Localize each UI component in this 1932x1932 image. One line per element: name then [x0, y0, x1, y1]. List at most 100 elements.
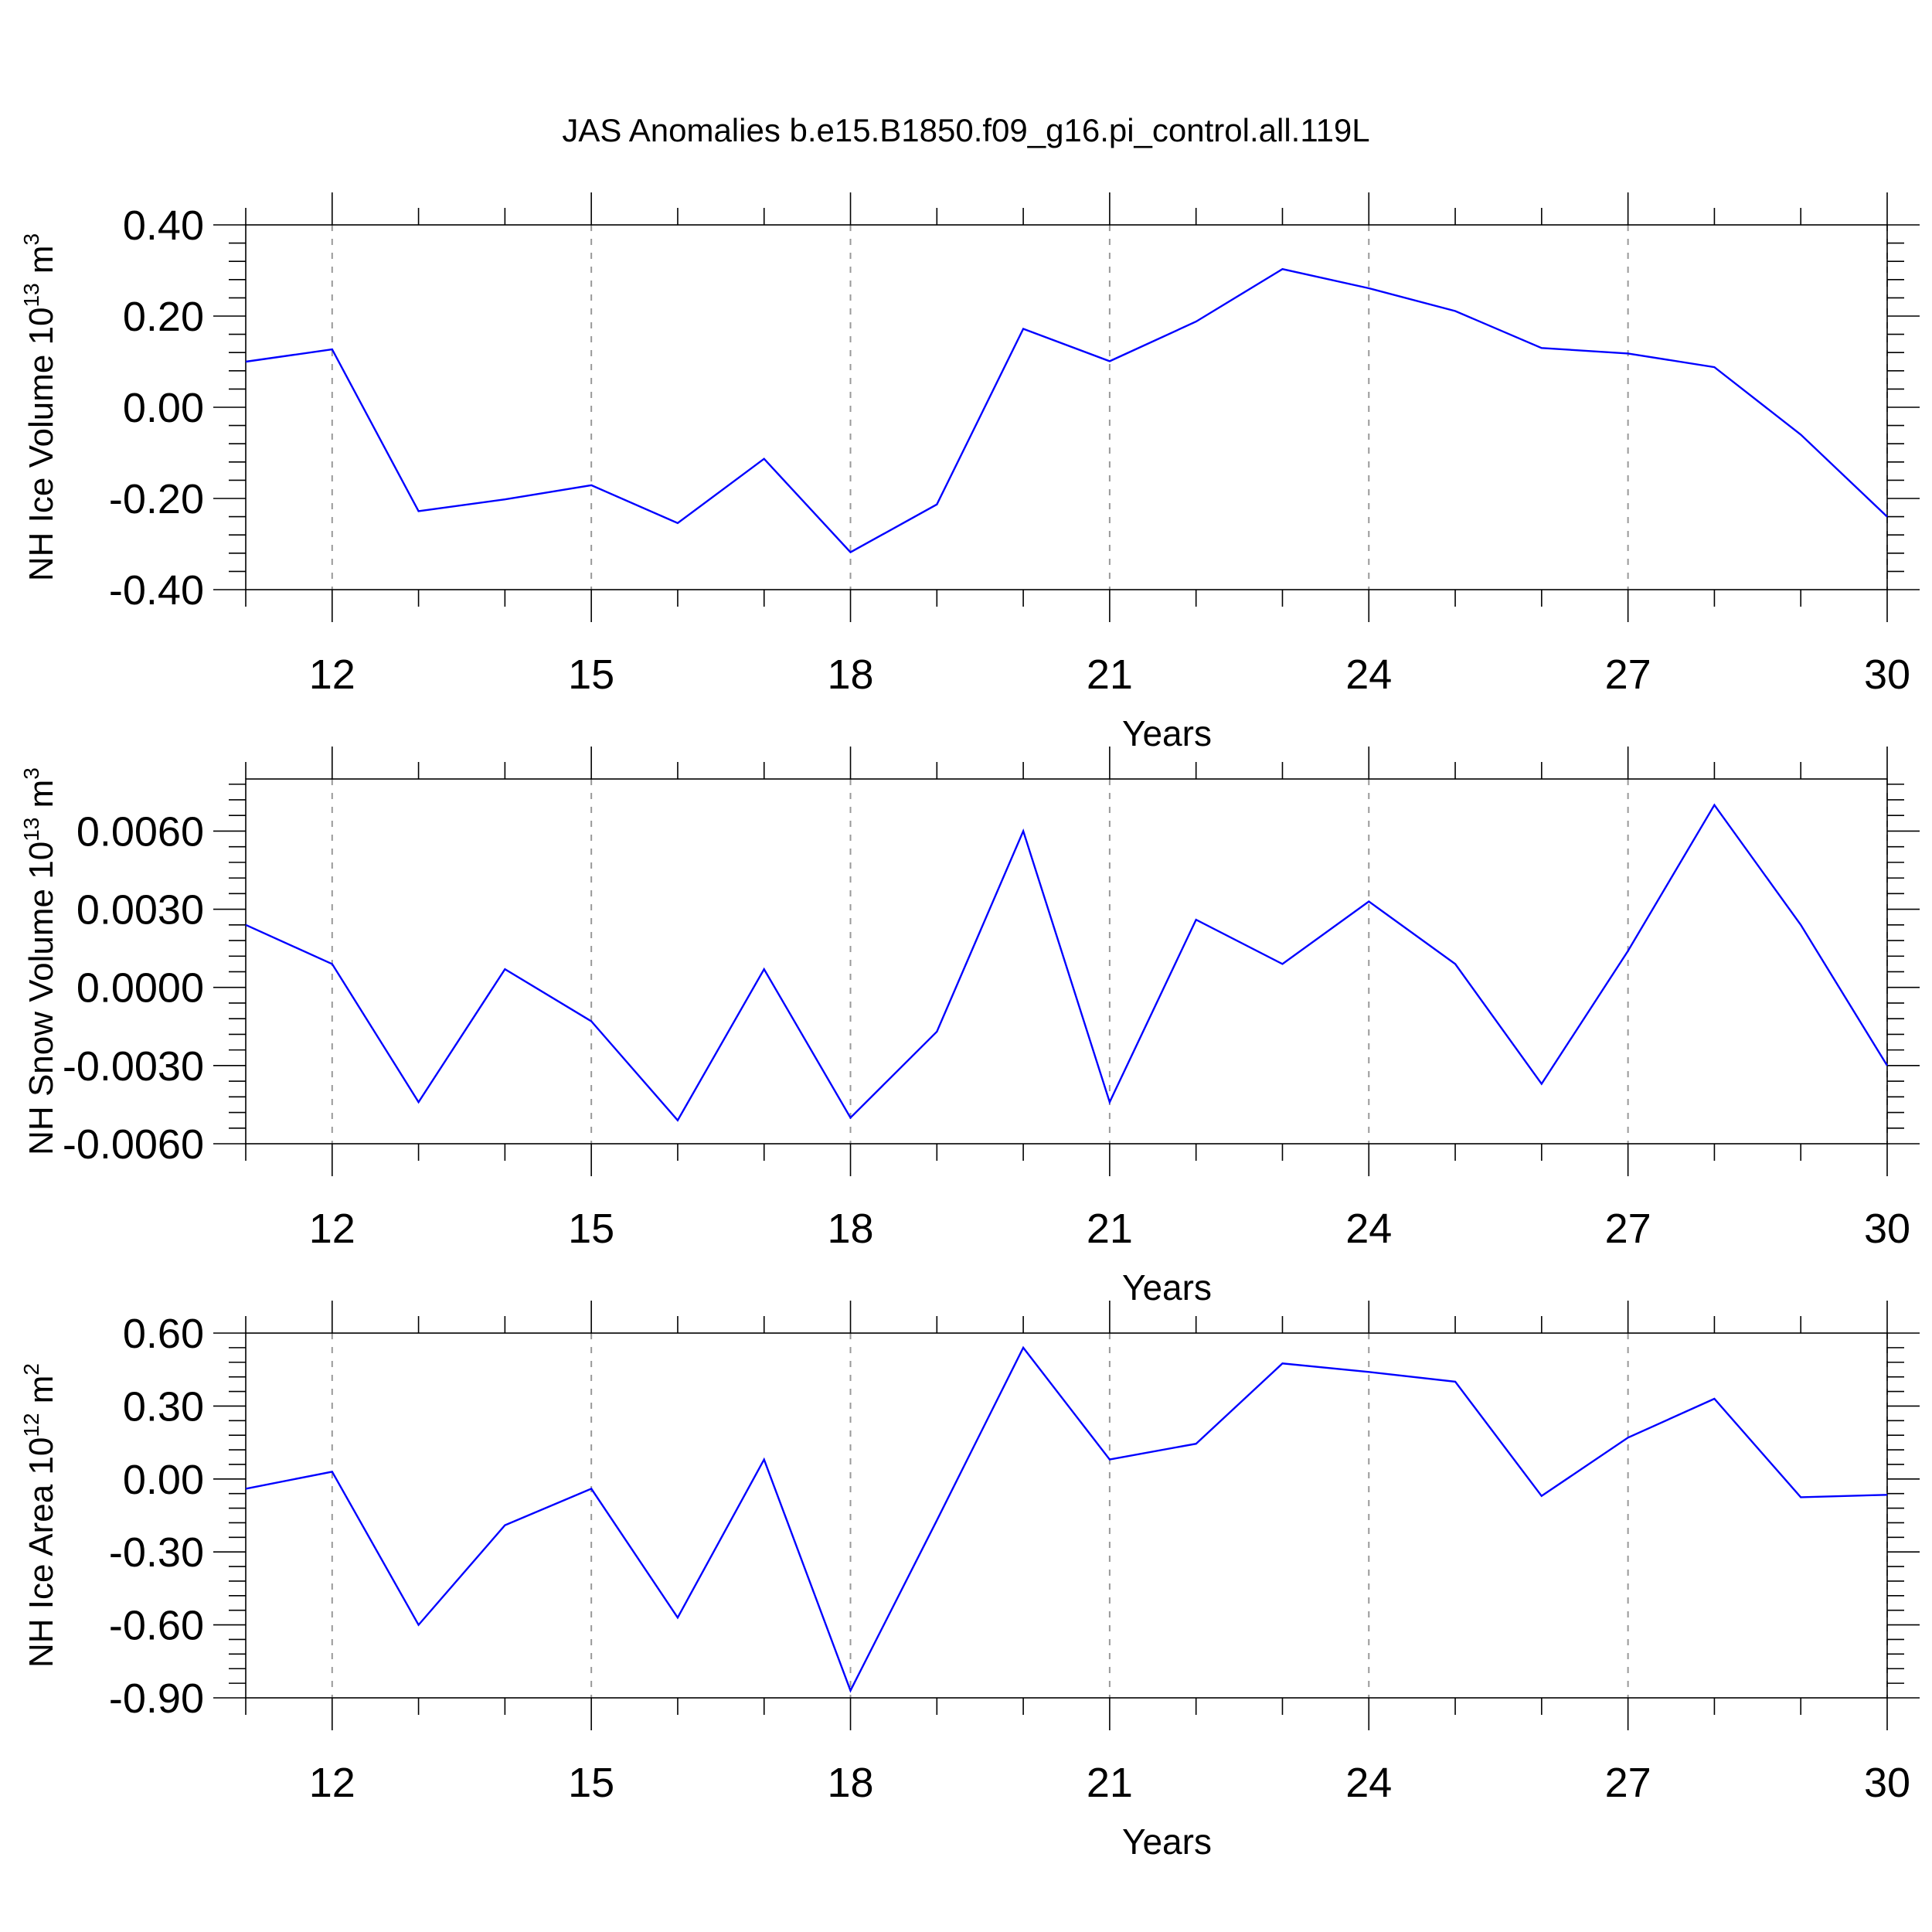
- data-point: [1020, 326, 1026, 332]
- y-axis-label-unit: m: [22, 780, 60, 818]
- data-point: [1539, 345, 1545, 351]
- data-point: [502, 496, 508, 502]
- data-point: [848, 1688, 854, 1694]
- x-tick-label: 24: [1345, 1206, 1392, 1252]
- x-axis-label: Years: [1122, 713, 1212, 753]
- data-point: [329, 346, 335, 352]
- data-point: [848, 1114, 854, 1121]
- y-axis-label-text: NH Ice Volume 10: [22, 308, 60, 582]
- y-axis-label-unit-exponent: 3: [19, 767, 43, 780]
- y-tick-label: 0.60: [123, 1311, 204, 1357]
- plot-frame: [245, 1332, 1888, 1699]
- y-tick-label: 0.40: [123, 202, 204, 249]
- panels: 12 15 18 21 24 27 30 0.40 0.20 0.00 -0.20 -0.40 Year…: [19, 192, 1920, 1862]
- data-point: [329, 961, 335, 967]
- panel-1: 12 15 18 21 24 27 30 0.40 0.20 0.00 -0.20 -0.40 Year…: [19, 192, 1920, 753]
- data-point: [848, 549, 854, 556]
- y-tick-label: 0.0060: [77, 808, 204, 855]
- plot-frame: [245, 224, 1888, 590]
- x-tick-label: 21: [1087, 651, 1133, 698]
- plot-frame: [245, 778, 1888, 1145]
- y-tick-label: 0.0000: [77, 965, 204, 1012]
- data-point: [243, 1485, 249, 1492]
- data-point: [1452, 961, 1458, 967]
- y-tick-label: -0.0030: [63, 1043, 204, 1090]
- x-tick-label: 15: [568, 1760, 614, 1806]
- data-point: [416, 509, 422, 515]
- y-axis-label: NH Ice Volume 1013 m3: [19, 233, 60, 581]
- x-axis-label: Years: [1122, 1267, 1212, 1308]
- y-axis-label-unit-exponent: 3: [19, 233, 43, 246]
- x-tick-label: 18: [827, 1760, 873, 1806]
- y-axis-label: NH Ice Area 1012 m2: [19, 1363, 60, 1668]
- x-tick-label: 30: [1864, 651, 1910, 698]
- y-axis-label-unit: m: [22, 245, 60, 283]
- y-tick-label: -0.0060: [63, 1121, 204, 1168]
- data-point: [1625, 1434, 1631, 1440]
- data-point: [1452, 1379, 1458, 1385]
- data-point: [588, 1485, 594, 1492]
- x-tick-label: 30: [1864, 1206, 1910, 1252]
- y-tick-label: -0.40: [109, 567, 204, 614]
- data-point: [1625, 948, 1631, 954]
- data-point: [1107, 1099, 1113, 1105]
- x-tick-label: 12: [309, 1760, 355, 1806]
- x-tick-label: 30: [1864, 1760, 1910, 1806]
- x-tick-label: 27: [1605, 651, 1651, 698]
- x-tick-label: 21: [1087, 1206, 1133, 1252]
- y-axis-label-unit-exponent: 2: [19, 1363, 43, 1376]
- data-point: [502, 966, 508, 972]
- x-tick-label: 18: [827, 651, 873, 698]
- data-point: [761, 966, 767, 972]
- data-point: [1020, 828, 1026, 834]
- data-point: [1107, 1457, 1113, 1463]
- data-point: [588, 482, 594, 488]
- y-axis-label-text: NH Snow Volume 10: [22, 842, 60, 1155]
- y-tick-label: 0.20: [123, 294, 204, 340]
- series-line: [245, 267, 1888, 554]
- y-axis-label-unit: m: [22, 1376, 60, 1413]
- data-point: [934, 502, 940, 508]
- data-point: [329, 1468, 335, 1475]
- series-line: [245, 1345, 1888, 1693]
- y-tick-label: -0.90: [109, 1675, 204, 1722]
- data-point: [1193, 917, 1199, 923]
- y-tick-label: -0.60: [109, 1603, 204, 1649]
- data-point: [1193, 318, 1199, 325]
- x-tick-label: 15: [568, 1206, 614, 1252]
- series-line: [245, 803, 1889, 1122]
- data-point: [588, 1019, 594, 1025]
- panel-3: 12 15 18 21 24 27 30 0.60 0.30 0.00 -0.30 -0.60 -0.9…: [19, 1301, 1920, 1862]
- data-point: [1020, 1345, 1026, 1351]
- data-point: [934, 1517, 940, 1523]
- x-tick-label: 24: [1345, 651, 1392, 698]
- y-tick-label: 0.30: [123, 1383, 204, 1430]
- x-tick-label: 24: [1345, 1760, 1392, 1806]
- data-point: [243, 922, 249, 928]
- y-axis-label-text: NH Ice Area 10: [22, 1437, 60, 1668]
- data-point: [1366, 285, 1372, 291]
- x-tick-label: 18: [827, 1206, 873, 1252]
- y-axis-label-exponent: 13: [19, 818, 43, 842]
- data-point: [1366, 898, 1372, 904]
- data-point: [761, 1457, 767, 1463]
- y-tick-label: 0.00: [123, 1457, 204, 1503]
- y-tick-label: 0.0030: [77, 887, 204, 934]
- chart-title: JAS Anomalies b.e15.B1850.f09_g16.pi_con…: [562, 112, 1369, 148]
- data-point: [675, 520, 681, 526]
- x-tick-label: 15: [568, 651, 614, 698]
- data-point: [675, 1117, 681, 1124]
- x-tick-label: 21: [1087, 1760, 1133, 1806]
- data-point: [1279, 961, 1285, 967]
- data-point: [1798, 922, 1804, 928]
- data-point: [934, 1029, 940, 1035]
- data-point: [1884, 514, 1890, 520]
- data-point: [416, 1622, 422, 1628]
- data-point: [1884, 1063, 1890, 1069]
- data-point: [1452, 308, 1458, 315]
- data-point: [502, 1522, 508, 1529]
- x-axis-label: Years: [1122, 1821, 1212, 1862]
- data-point: [1366, 1369, 1372, 1375]
- data-point: [1798, 431, 1804, 437]
